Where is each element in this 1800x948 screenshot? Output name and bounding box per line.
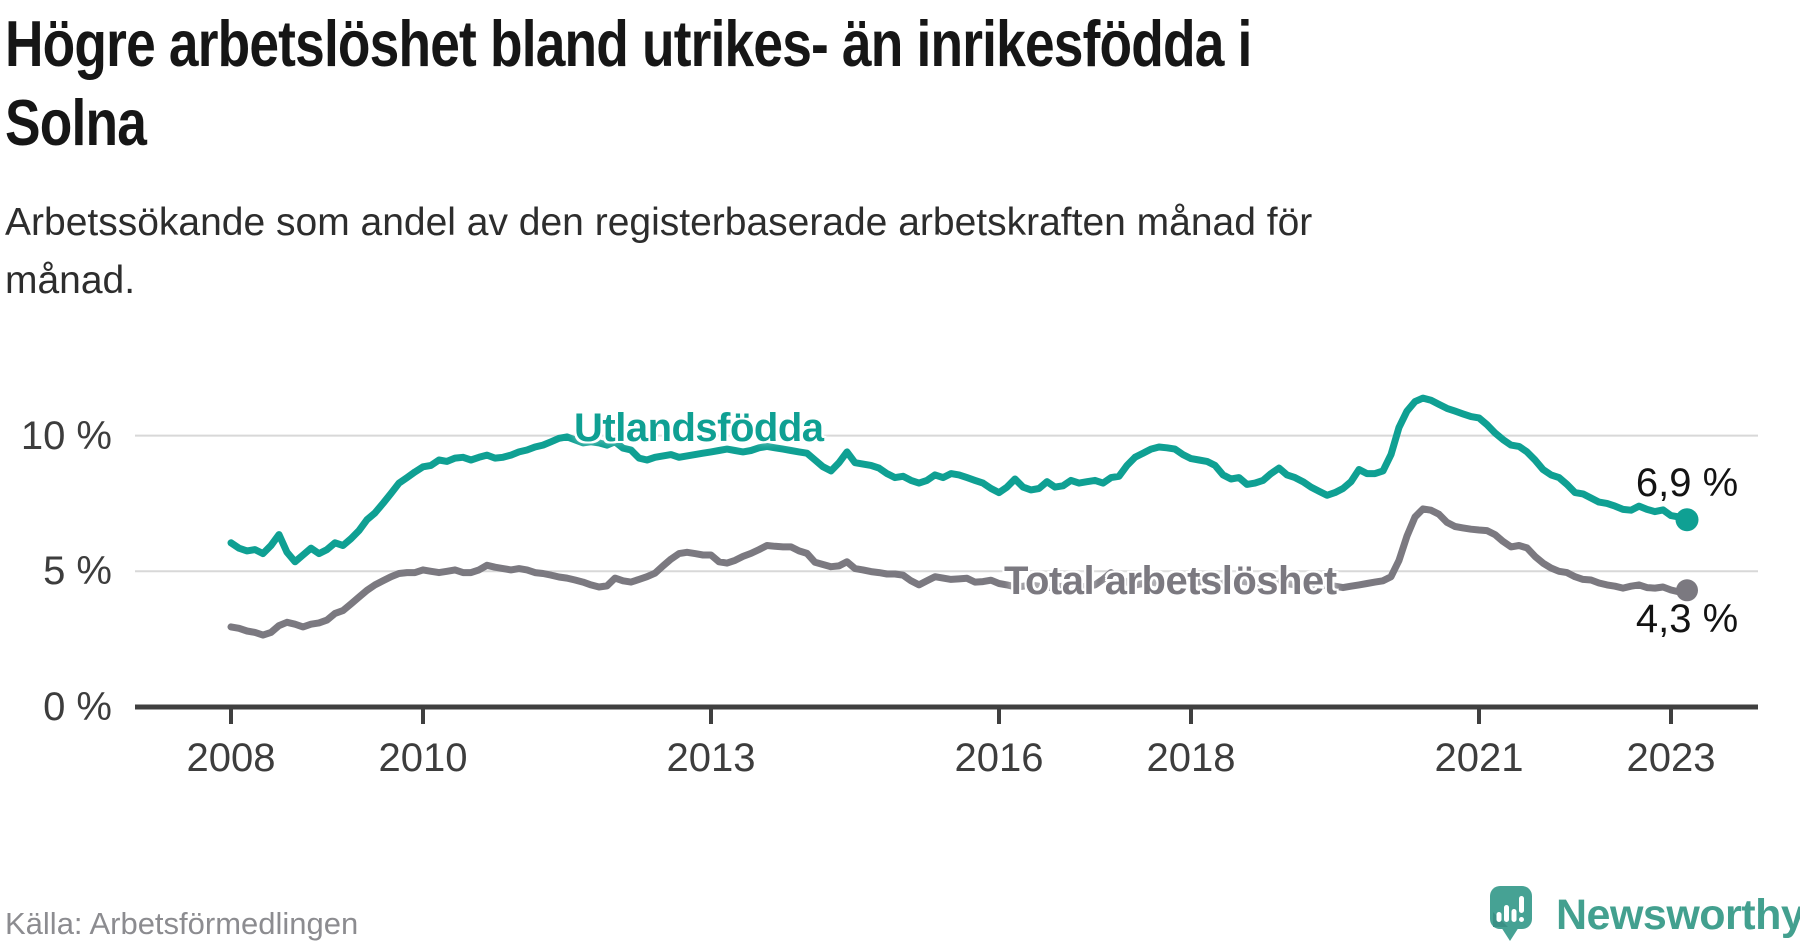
x-tick-label: 2021	[1434, 736, 1524, 780]
end-value-label-foreign: 6,9 %	[1635, 461, 1739, 505]
newsworthy-icon	[1490, 886, 1532, 941]
chart-subtitle-line1: Arbetssökande som andel av den registerb…	[5, 201, 1313, 244]
series-label-total: Total arbetslöshet	[1004, 559, 1337, 603]
x-tick-label: 2008	[186, 736, 276, 780]
chart-subtitle: Arbetssökande som andel av den registerb…	[5, 194, 1800, 310]
x-tick-label: 2016	[954, 736, 1044, 780]
x-tick-label: 2023	[1626, 736, 1716, 780]
page-title-line2: Solna	[5, 86, 147, 159]
y-tick-label: 10 %	[20, 413, 112, 458]
x-tick-label: 2013	[666, 736, 756, 780]
y-tick-label: 0 %	[43, 685, 112, 729]
x-tick-label: 2010	[378, 736, 468, 780]
series-line-total	[227, 505, 1691, 639]
series-label-foreign: Utlandsfödda	[574, 406, 824, 450]
page-title-line1: Högre arbetslöshet bland utrikes- än inr…	[5, 7, 1252, 80]
end-value-label-total: 4,3 %	[1635, 597, 1739, 641]
series-line-foreign	[227, 394, 1691, 566]
chart-subtitle-line2: månad.	[5, 259, 136, 302]
axis-ticks	[229, 709, 1673, 724]
x-tick-label: 2018	[1146, 736, 1236, 780]
y-tick-label: 5 %	[43, 549, 112, 594]
source-note: Källa: Arbetsförmedlingen	[5, 906, 359, 941]
series-end-dot-total	[1676, 579, 1698, 602]
series-end-dot-foreign	[1675, 508, 1699, 532]
page-title: Högre arbetslöshet bland utrikes- än inr…	[5, 4, 1800, 162]
newsworthy-wordmark: Newsworthy	[1556, 891, 1800, 939]
